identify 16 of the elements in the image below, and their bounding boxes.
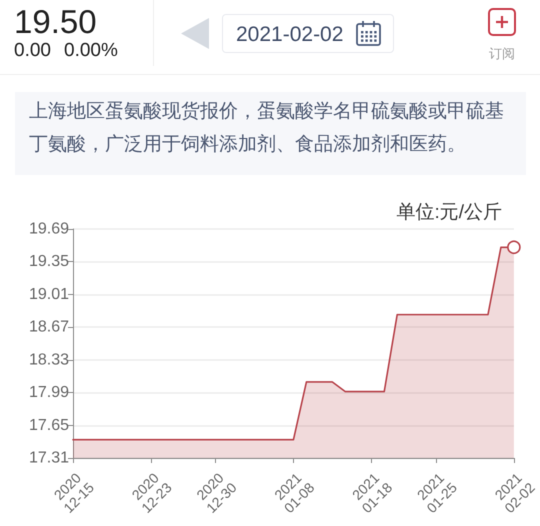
y-tick-label: 19.35 bbox=[28, 253, 70, 270]
y-tick-label: 19.69 bbox=[28, 220, 70, 238]
date-field: 2021-02-02 bbox=[222, 14, 394, 53]
y-tick-label: 19.01 bbox=[28, 286, 70, 303]
text: 订阅 bbox=[489, 45, 515, 63]
y-tick-label: 17.99 bbox=[28, 384, 70, 402]
chart-subtitle: 上海地区蛋氨酸现货报价，蛋氨酸学名甲硫氨酸或甲硫基丁氨酸，广泛用于饲料添加剂、食品添加剂和医药。 bbox=[29, 100, 505, 157]
description-panel: 上海地区蛋氨酸现货报价，蛋氨酸学名甲硫氨酸或甲硫基丁氨酸，广泛用于饲料添加剂、食品添加剂和医药。 bbox=[15, 92, 526, 175]
y-tick-label: 18.33 bbox=[28, 351, 70, 368]
text: 19.50 bbox=[14, 3, 97, 41]
y-tick-label: 17.65 bbox=[28, 416, 70, 434]
y-tick-label: 18.67 bbox=[28, 318, 70, 336]
text: 0.00 bbox=[14, 40, 51, 62]
y-tick-label: 17.31 bbox=[28, 450, 70, 466]
y-axis-title: 单位:元/公斤 bbox=[396, 201, 502, 225]
text: 0.00% bbox=[64, 40, 118, 62]
